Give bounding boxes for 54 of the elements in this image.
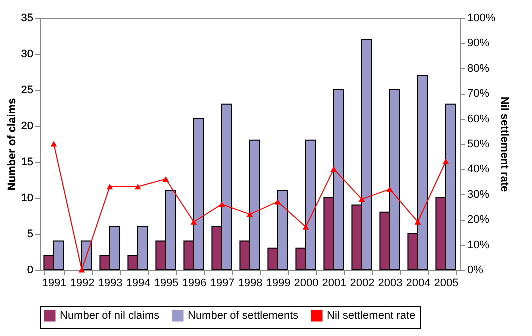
legend-label: Number of nil claims — [60, 310, 160, 322]
x-tick-label: 1994 — [126, 278, 151, 290]
y2-tick-label: 0% — [468, 264, 484, 276]
y-tick-label: 25 — [21, 84, 34, 96]
x-tick-label: 1997 — [210, 278, 235, 290]
x-tick-label: 2003 — [378, 278, 403, 290]
x-tick-label: 1991 — [42, 278, 67, 290]
x-tick-label: 2005 — [434, 278, 459, 290]
y-tick-label: 35 — [21, 12, 34, 24]
y2-tick-label: 70% — [468, 88, 490, 100]
point — [106, 184, 114, 190]
x-tick-label: 1999 — [266, 278, 291, 290]
y2-tick-label: 40% — [468, 164, 490, 176]
point — [442, 158, 450, 164]
y2-tick-label: 80% — [468, 62, 490, 75]
point — [218, 202, 226, 208]
point — [190, 219, 198, 225]
point — [162, 176, 170, 182]
y2-tick-label: 60% — [468, 113, 490, 126]
y2-tick-label: 90% — [468, 38, 490, 50]
x-tick-label: 1993 — [98, 278, 123, 290]
y2-axis-title: Nil settlement rate — [498, 96, 511, 192]
y-tick-label: 30 — [21, 48, 34, 60]
y-tick-label: 15 — [21, 156, 34, 168]
point — [78, 267, 86, 273]
x-tick-label: 2001 — [322, 278, 347, 290]
point — [50, 141, 58, 147]
y2-tick-label: 30% — [468, 188, 490, 201]
y-tick-label: 5 — [27, 228, 34, 240]
x-tick-label: 1995 — [154, 278, 179, 290]
point — [330, 166, 338, 172]
x-tick-label: 2000 — [294, 278, 319, 290]
x-tick-label: 1992 — [70, 278, 95, 290]
x-tick-label: 1998 — [238, 278, 263, 290]
point — [414, 219, 422, 225]
x-tick-label: 2004 — [406, 278, 431, 290]
point — [246, 212, 254, 218]
point — [386, 186, 394, 192]
legend-label: Nil settlement rate — [327, 310, 416, 322]
point — [302, 224, 310, 230]
y-tick-label: 20 — [21, 120, 34, 132]
y2-tick-label: 20% — [468, 214, 490, 226]
y2-tick-label: 100% — [468, 12, 496, 24]
y2-tick-label: 10% — [468, 239, 490, 252]
y-axis-title: Number of claims — [6, 98, 18, 191]
y2-tick-label: 50% — [468, 138, 490, 150]
point — [134, 184, 142, 190]
x-tick-label: 2002 — [350, 278, 375, 290]
point — [274, 199, 282, 205]
x-tick-label: 1996 — [182, 278, 207, 290]
point — [358, 196, 366, 202]
y-tick-label: 10 — [21, 192, 34, 204]
legend-label: Number of settlements — [188, 310, 300, 322]
y-tick-label: 0 — [27, 264, 34, 276]
